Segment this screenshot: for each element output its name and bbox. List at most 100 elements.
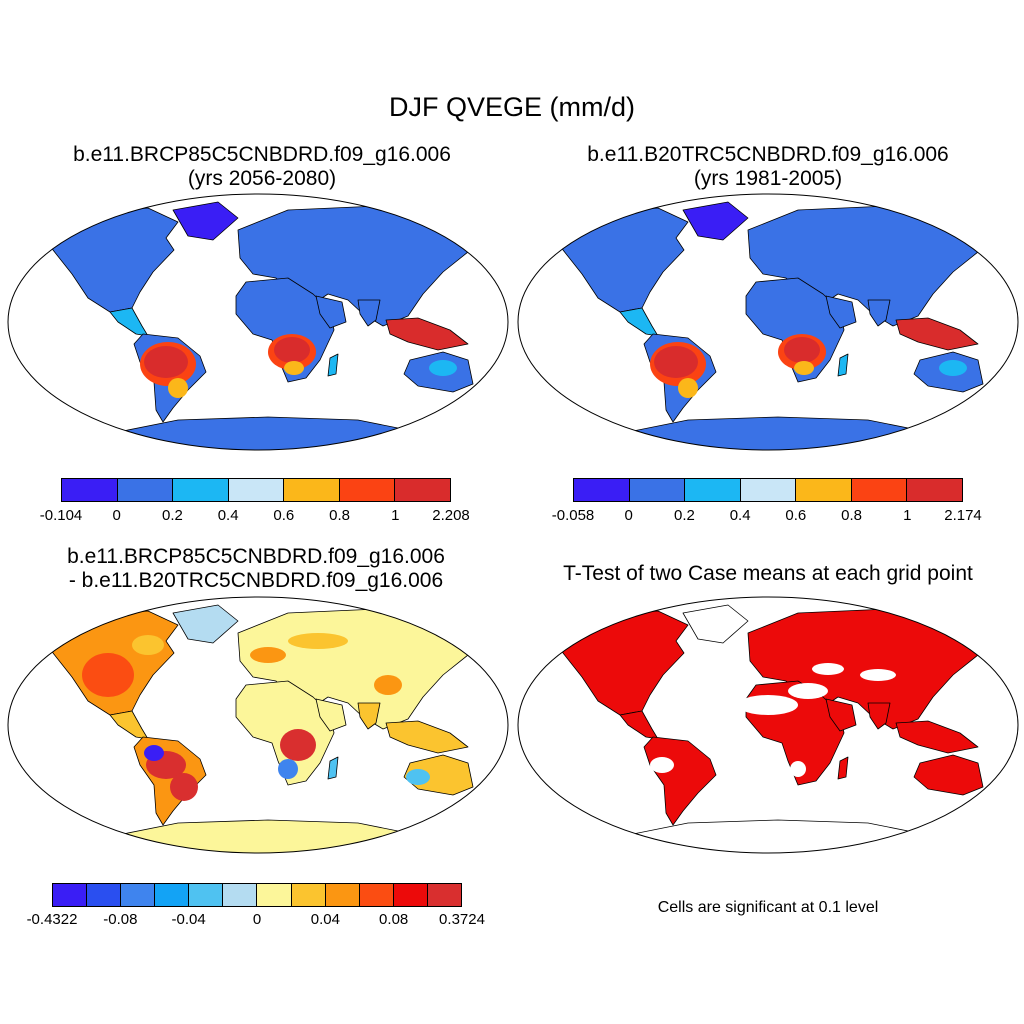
continent-southAm (643, 736, 717, 826)
continent-maritime (385, 317, 469, 351)
significance-note: Cells are significant at 0.1 level (657, 899, 879, 916)
europe-increase (250, 647, 286, 663)
nonsignificant-area (788, 683, 828, 699)
colorbar-swatch (574, 479, 630, 501)
colorbar-swatch (395, 479, 451, 501)
subtropical-area (168, 378, 188, 398)
nonsignificant-area (812, 663, 844, 675)
colorbar-tick-label: -0.4322 (26, 911, 78, 928)
panel-4-title: T-Test of two Case means at each grid po… (512, 562, 1024, 586)
figure-title: DJF QVEGE (mm/d) (388, 92, 635, 122)
colorbar-tick-label: 2.174 (944, 507, 982, 524)
africa-decrease (278, 759, 298, 779)
south-america-increase (170, 773, 198, 801)
eurasia-increase (288, 633, 348, 649)
colorbar-tick-label: 0 (252, 911, 262, 928)
continent-madagascar (837, 353, 849, 377)
continent-northAm (552, 207, 689, 313)
australia-coast (429, 360, 457, 376)
continent-antarctica (107, 416, 419, 450)
continent-antarctica (617, 416, 929, 450)
colorbar-tick-label: 0.8 (329, 507, 350, 524)
colorbar-swatch (851, 479, 908, 501)
continent-greenland (172, 201, 239, 241)
continent-greenland (172, 604, 239, 644)
colorbar-swatch (393, 884, 428, 906)
colorbar-swatch (155, 884, 190, 906)
map-2-boundary (517, 193, 1019, 451)
colorbar-panel-1 (61, 478, 451, 502)
map-panel-2 (552, 201, 1005, 450)
colorbar-tick-label: 0.04 (310, 911, 340, 928)
africa-increase (280, 729, 316, 761)
panel-2-title-line2: (yrs 1981-2005) (693, 167, 843, 190)
nonsignificant-area (650, 757, 674, 773)
colorbar-swatch (359, 884, 394, 906)
colorbar-tick-label: 0 (112, 507, 121, 524)
continent-madagascar (327, 353, 339, 377)
continent-arabia (825, 698, 857, 732)
colorbar-tick-label: 0.8 (841, 507, 862, 524)
colorbar-swatch (291, 884, 326, 906)
colorbar-tick-label: -0.08 (103, 911, 138, 928)
nonsignificant-area (860, 669, 896, 681)
colorbar-swatch (53, 884, 88, 906)
congo-hotspot (274, 337, 310, 363)
continent-antarctica (107, 819, 419, 853)
amazon-hotspot (654, 346, 698, 378)
colorbar-tick-label: 0.2 (161, 507, 183, 524)
colorbar-swatch (117, 479, 174, 501)
map-1-boundary (7, 193, 509, 451)
australia-decrease (406, 769, 430, 785)
subtropical-area (284, 361, 304, 375)
continent-arabia (315, 295, 347, 329)
map-3-boundary (7, 596, 509, 854)
colorbar-swatch (685, 479, 741, 501)
colorbar-tick-label: 1 (903, 507, 912, 524)
panel-2-title-line1: b.e11.B20TRC5CNBDRD.f09_g16.006 (587, 143, 949, 166)
colorbar-tick-label: 0.2 (673, 507, 695, 524)
continent-madagascar (837, 756, 849, 780)
north-america-increase (82, 653, 134, 697)
colorbar-swatch (121, 884, 156, 906)
colorbar-swatch (257, 884, 292, 906)
continent-maritime (895, 720, 979, 754)
map-panel-4 (552, 604, 1005, 853)
colorbar-tick-label: 0 (624, 507, 633, 524)
asia-increase (374, 675, 402, 695)
colorbar-tick-label: 0.4 (217, 507, 239, 524)
colorbar-tick-label: 1 (391, 507, 400, 524)
continent-maritime (385, 720, 469, 754)
colorbar-swatch (189, 884, 224, 906)
amazon-decrease (144, 745, 164, 761)
continent-greenland (682, 604, 749, 644)
colorbar-tick-label: 0.08 (379, 911, 409, 928)
australia-coast (939, 360, 967, 376)
panel-3-title-line1: b.e11.BRCP85C5CNBDRD.f09_g16.006 (67, 545, 445, 568)
colorbar-tick-label: -0.058 (551, 507, 595, 524)
colorbar-swatch (223, 884, 258, 906)
amazon-hotspot (144, 346, 188, 378)
colorbar-swatch (87, 884, 122, 906)
subtropical-area (794, 361, 814, 375)
colorbar-tick-label: 0.3724 (439, 911, 485, 928)
continent-australia (913, 754, 984, 796)
continent-india (357, 299, 381, 327)
continent-greenland (682, 201, 749, 241)
colorbar-swatch (740, 479, 797, 501)
colorbar-swatch (629, 479, 686, 501)
continent-northAm (552, 610, 689, 716)
colorbar-panel-3 (52, 883, 462, 907)
continent-centralAm (109, 307, 149, 337)
colorbar-tick-label: 0.6 (273, 507, 295, 524)
colorbar-panel-2 (573, 478, 963, 502)
continent-northAm (42, 207, 179, 313)
continent-antarctica (617, 819, 929, 853)
colorbar-panel-1-ticks: -0.104 0 0.2 0.4 0.6 0.8 1 2.208 (40, 507, 470, 527)
colorbar-swatch (796, 479, 852, 501)
continent-india (867, 702, 891, 730)
continent-india (867, 299, 891, 327)
colorbar-swatch (228, 479, 285, 501)
colorbar-swatch (907, 479, 963, 501)
colorbar-swatch (427, 884, 461, 906)
